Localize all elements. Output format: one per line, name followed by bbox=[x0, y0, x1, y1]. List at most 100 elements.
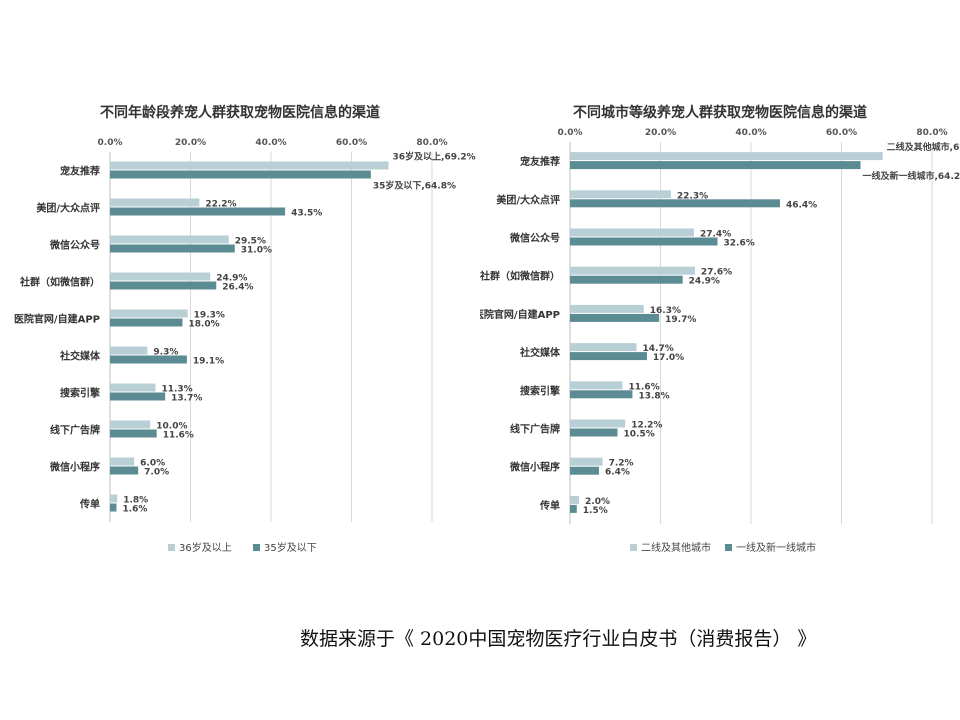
x-tick-label: 40.0% bbox=[255, 138, 286, 148]
legend-swatch bbox=[168, 544, 175, 551]
bar bbox=[110, 383, 156, 392]
category-label: 医院官网/自建APP bbox=[14, 313, 100, 326]
bar bbox=[570, 266, 695, 275]
data-label: 31.0% bbox=[241, 246, 272, 256]
x-tick-label: 60.0% bbox=[826, 128, 857, 138]
data-label: 19.3% bbox=[194, 311, 225, 321]
x-tick-label: 0.0% bbox=[558, 128, 583, 138]
bar bbox=[570, 495, 580, 504]
data-label: 6.0% bbox=[140, 459, 165, 469]
data-label: 29.5% bbox=[235, 237, 266, 247]
bar bbox=[110, 392, 166, 401]
data-label: 46.4% bbox=[786, 200, 817, 210]
data-label: 43.5% bbox=[291, 209, 322, 219]
bar bbox=[110, 466, 139, 475]
category-label: 微信小程序 bbox=[509, 461, 560, 474]
category-label: 搜索引擎 bbox=[520, 384, 560, 397]
data-label: 1.5% bbox=[583, 506, 608, 516]
bar bbox=[110, 457, 135, 466]
data-label: 12.2% bbox=[631, 421, 662, 431]
bar bbox=[570, 152, 883, 161]
city-tier-chart-panel: 不同城市等级养宠人群获取宠物医院信息的渠道 0.0% 20.0% 40.0% 60.0… bbox=[480, 90, 960, 560]
x-tick-label: 40.0% bbox=[735, 128, 766, 138]
category-label: 社群（如微信群） bbox=[19, 276, 100, 289]
bar bbox=[570, 161, 861, 170]
data-label: 19.7% bbox=[665, 315, 696, 325]
category-label: 微信小程序 bbox=[49, 461, 100, 474]
data-label: 7.0% bbox=[144, 468, 169, 478]
data-label: 19.1% bbox=[193, 357, 224, 367]
data-label: 22.3% bbox=[677, 191, 708, 201]
bar bbox=[570, 304, 644, 313]
bar bbox=[110, 235, 229, 244]
data-label: 32.6% bbox=[724, 239, 755, 249]
data-label: 6.4% bbox=[605, 468, 630, 478]
bar bbox=[110, 281, 217, 290]
bar bbox=[570, 313, 660, 322]
data-label: 24.9% bbox=[216, 274, 247, 284]
bar bbox=[110, 355, 187, 364]
bar bbox=[570, 428, 618, 437]
bar bbox=[570, 504, 577, 513]
data-label: 11.6% bbox=[628, 382, 659, 392]
bar bbox=[110, 420, 151, 429]
bar bbox=[570, 466, 599, 475]
category-label: 美团/大众点评 bbox=[36, 202, 100, 215]
bar bbox=[110, 207, 286, 216]
age-group-chart: 0.0% 20.0% 40.0% 60.0% 80.0% 宠友推荐 36岁及以上,69.2%… bbox=[14, 138, 476, 554]
category-label: 微信公众号 bbox=[49, 239, 100, 252]
bar bbox=[570, 419, 626, 428]
data-label: 36岁及以上,69.2% bbox=[393, 151, 476, 163]
category-label: 美团/大众点评 bbox=[496, 193, 560, 206]
data-label: 26.4% bbox=[222, 283, 253, 293]
category-label: 宠友推荐 bbox=[60, 165, 100, 178]
chart-title: 不同年龄段养宠人群获取宠物医院信息的渠道 bbox=[100, 105, 380, 121]
bar bbox=[110, 272, 211, 281]
bar bbox=[570, 457, 603, 466]
city-tier-chart: 0.0% 20.0% 40.0% 60.0% 80.0% 宠友推荐 二线及其他城市,69.1… bbox=[480, 128, 960, 554]
legend-swatch bbox=[630, 544, 637, 551]
bar bbox=[570, 390, 633, 399]
bar bbox=[570, 199, 780, 208]
category-label: 传单 bbox=[539, 499, 560, 512]
legend-entry: 36岁及以上 bbox=[179, 541, 232, 554]
x-tick-label: 80.0% bbox=[916, 128, 947, 138]
bar bbox=[570, 381, 623, 390]
data-label: 16.3% bbox=[650, 306, 681, 316]
source-note: 数据来源于《 2020中国宠物医疗行业白皮书（消费报告） 》 bbox=[300, 628, 817, 650]
bar bbox=[570, 237, 718, 246]
bar bbox=[570, 275, 683, 284]
x-tick-label: 0.0% bbox=[98, 138, 123, 148]
category-label: 医院官网/自建APP bbox=[480, 308, 560, 321]
data-label: 1.6% bbox=[122, 505, 147, 515]
legend-swatch bbox=[725, 544, 732, 551]
bar bbox=[110, 494, 118, 503]
data-label: 13.8% bbox=[638, 391, 669, 401]
category-label: 社交媒体 bbox=[59, 350, 101, 363]
data-label: 11.6% bbox=[163, 431, 194, 441]
data-label: 27.4% bbox=[700, 230, 731, 240]
data-label: 二线及其他城市,69.1% bbox=[887, 141, 960, 153]
data-label: 27.6% bbox=[701, 268, 732, 278]
bar bbox=[570, 228, 694, 237]
category-label: 宠友推荐 bbox=[520, 155, 560, 168]
data-label: 2.0% bbox=[585, 497, 610, 507]
bar bbox=[570, 190, 671, 199]
x-tick-label: 60.0% bbox=[336, 138, 367, 148]
bar bbox=[110, 429, 157, 438]
x-tick-label: 20.0% bbox=[645, 128, 676, 138]
bar bbox=[110, 346, 148, 355]
bar bbox=[570, 352, 647, 361]
category-label: 微信公众号 bbox=[509, 232, 560, 245]
legend-entry: 二线及其他城市 bbox=[641, 541, 711, 554]
data-label: 10.0% bbox=[156, 422, 187, 432]
legend-entry: 一线及新一线城市 bbox=[736, 541, 816, 554]
data-label: 17.0% bbox=[653, 353, 684, 363]
bar bbox=[110, 244, 235, 253]
category-label: 线下广告牌 bbox=[50, 424, 100, 437]
bar bbox=[110, 503, 117, 512]
x-tick-label: 80.0% bbox=[416, 138, 447, 148]
bar bbox=[110, 161, 389, 170]
legend-entry: 35岁及以下 bbox=[264, 541, 317, 554]
chart-title: 不同城市等级养宠人群获取宠物医院信息的渠道 bbox=[573, 105, 867, 121]
